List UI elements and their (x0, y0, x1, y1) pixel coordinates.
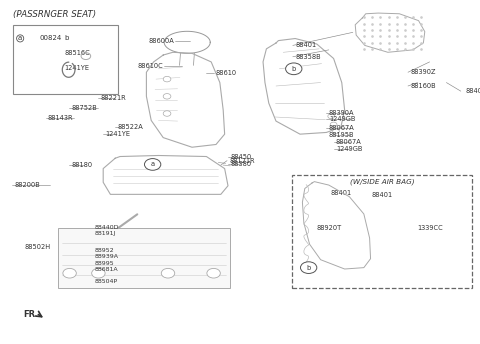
Text: 88160B: 88160B (410, 83, 436, 89)
Circle shape (161, 268, 175, 278)
Text: 88502H: 88502H (25, 244, 51, 250)
Text: 88504P: 88504P (95, 279, 118, 284)
Text: 88400: 88400 (466, 88, 480, 94)
Text: (PASSRNGER SEAT): (PASSRNGER SEAT) (13, 10, 96, 19)
Text: 88939A: 88939A (95, 255, 119, 259)
Circle shape (144, 159, 161, 170)
Text: 88401: 88401 (371, 192, 393, 198)
Text: b: b (292, 66, 296, 72)
Circle shape (63, 268, 76, 278)
Text: a: a (18, 35, 22, 41)
Text: 88195B: 88195B (329, 132, 354, 138)
Bar (13, 25, 118, 94)
Text: 88390Z: 88390Z (410, 69, 436, 75)
Circle shape (163, 76, 171, 82)
Text: 1249GB: 1249GB (329, 116, 355, 122)
Text: 88380: 88380 (230, 161, 252, 167)
Text: (W/SIDE AIR BAG): (W/SIDE AIR BAG) (349, 179, 414, 185)
Circle shape (207, 268, 220, 278)
Circle shape (163, 94, 171, 99)
Text: 88600A: 88600A (148, 37, 174, 44)
Bar (58, 228, 230, 288)
Text: 88221R: 88221R (101, 95, 127, 101)
Circle shape (286, 63, 302, 75)
Text: 88920T: 88920T (317, 225, 342, 231)
Text: 88450: 88450 (230, 154, 252, 160)
Text: b: b (64, 35, 69, 41)
Text: 00824: 00824 (40, 35, 62, 41)
Text: 1339CC: 1339CC (418, 225, 444, 231)
Text: 88401: 88401 (295, 42, 316, 49)
Text: 88180: 88180 (71, 162, 92, 168)
Text: 88121R: 88121R (229, 158, 255, 164)
Circle shape (330, 122, 337, 127)
Text: 88952: 88952 (95, 248, 115, 253)
Circle shape (333, 129, 339, 134)
Text: 88752B: 88752B (71, 105, 97, 111)
Text: 88516C: 88516C (64, 50, 90, 56)
Text: 88358B: 88358B (295, 54, 321, 60)
Bar (292, 175, 472, 288)
Text: 88681A: 88681A (95, 267, 119, 272)
Text: 88995: 88995 (95, 261, 115, 266)
Text: 88143R: 88143R (48, 115, 73, 121)
Text: 88191J: 88191J (95, 232, 117, 236)
Text: 1241YE: 1241YE (106, 131, 131, 137)
Text: 88522A: 88522A (118, 124, 144, 130)
Text: 88610C: 88610C (137, 63, 163, 69)
Circle shape (300, 262, 317, 273)
Circle shape (163, 111, 171, 116)
Text: 88440D: 88440D (95, 225, 120, 229)
Text: 88067A: 88067A (329, 125, 355, 131)
Text: 88610: 88610 (215, 70, 236, 76)
Text: FR.: FR. (23, 310, 38, 319)
Text: 88401: 88401 (330, 190, 351, 196)
Text: 88390A: 88390A (329, 110, 354, 116)
Text: 88200B: 88200B (14, 182, 40, 188)
Text: 1241YE: 1241YE (64, 65, 89, 71)
Circle shape (92, 268, 105, 278)
Text: 88067A: 88067A (336, 139, 362, 145)
Circle shape (328, 114, 335, 119)
Text: a: a (151, 161, 155, 168)
Text: b: b (307, 265, 311, 271)
Text: 1249GB: 1249GB (336, 146, 362, 152)
